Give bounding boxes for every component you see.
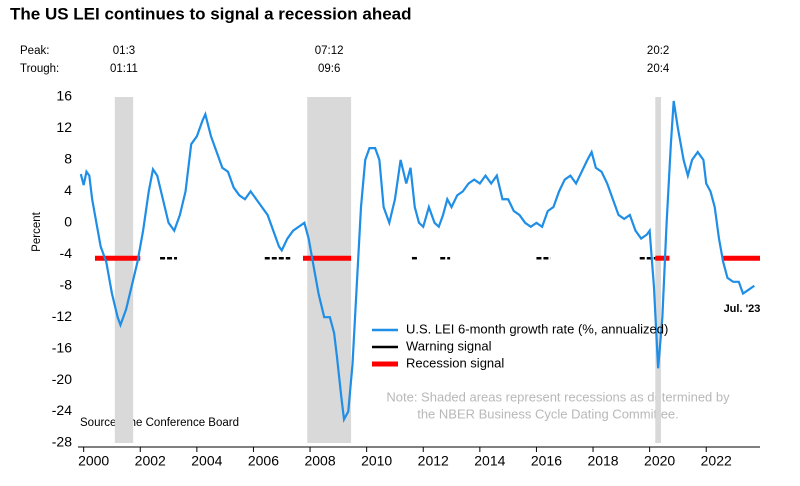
x-tick-label: 2002 — [135, 453, 166, 469]
x-tick-label: 2008 — [304, 453, 335, 469]
y-tick-label: 12 — [56, 119, 72, 135]
y-tick-label: -12 — [52, 308, 72, 324]
y-tick-label: -16 — [52, 339, 72, 355]
x-tick-label: 2014 — [474, 453, 505, 469]
peak-label: Peak: — [20, 45, 49, 57]
note: the NBER Business Cycle Dating Committee… — [417, 406, 679, 421]
x-tick-label: 2012 — [418, 453, 449, 469]
y-tick-label: -20 — [52, 371, 72, 387]
peak-date: 20:2 — [647, 45, 669, 57]
legend-label: Recession signal — [406, 355, 504, 370]
peak-date: 07:12 — [315, 45, 344, 57]
x-tick-label: 2010 — [361, 453, 392, 469]
note: Note: Shaded areas represent recessions … — [386, 389, 730, 404]
y-axis-label: Percent — [31, 211, 43, 251]
y-tick-label: -28 — [52, 434, 72, 450]
y-tick-label: 8 — [64, 151, 72, 167]
recession-shade — [114, 97, 134, 443]
trough-date: 20:4 — [647, 63, 670, 75]
recession-shade — [655, 97, 661, 443]
x-tick-label: 2018 — [587, 453, 618, 469]
legend-label: Warning signal — [406, 338, 492, 353]
trough-date: 01:11 — [110, 63, 138, 75]
y-tick-label: 4 — [64, 182, 72, 198]
x-tick-label: 2016 — [531, 453, 562, 469]
source: Source: The Conference Board — [80, 417, 239, 429]
x-tick-label: 2000 — [78, 453, 109, 469]
x-tick-label: 2020 — [644, 453, 675, 469]
chart-title: The US LEI continues to signal a recessi… — [10, 4, 412, 23]
y-tick-label: 16 — [56, 88, 72, 104]
y-tick-label: 0 — [64, 214, 72, 230]
trough-label: Trough: — [20, 63, 59, 75]
lei-line — [79, 100, 755, 423]
x-tick-label: 2022 — [701, 453, 732, 469]
x-tick-label: 2004 — [191, 453, 222, 469]
x-tick-label: 2006 — [248, 453, 279, 469]
legend-label: U.S. LEI 6-month growth rate (%, annuali… — [406, 321, 668, 336]
y-tick-label: -4 — [60, 245, 73, 261]
peak-date: 01:3 — [113, 45, 135, 57]
y-tick-label: -24 — [52, 402, 72, 418]
y-tick-label: -8 — [60, 276, 73, 292]
annotation: Jul. '23 — [724, 303, 761, 315]
trough-date: 09:6 — [318, 63, 340, 75]
